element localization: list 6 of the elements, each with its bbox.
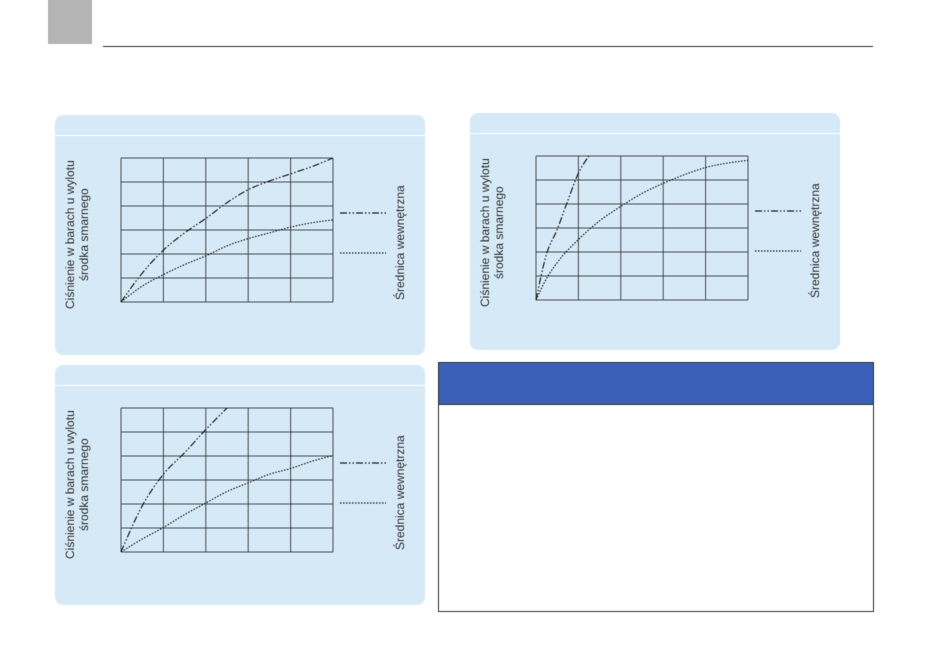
y-axis-title: Ciśnienie w barach u wylotu środka smarnego (63, 160, 92, 312)
y-axis-title: Ciśnienie w barach u wylotu środka smarnego (63, 410, 92, 562)
y-axis-title: Ciśnienie w barach u wylotu środka smarnego (478, 158, 507, 310)
legend-title: Średnica wewnętrzna (393, 184, 408, 302)
legend-title: Średnica wewnętrzna (393, 434, 408, 552)
legend-title: Średnica wewnętrzna (808, 182, 823, 300)
